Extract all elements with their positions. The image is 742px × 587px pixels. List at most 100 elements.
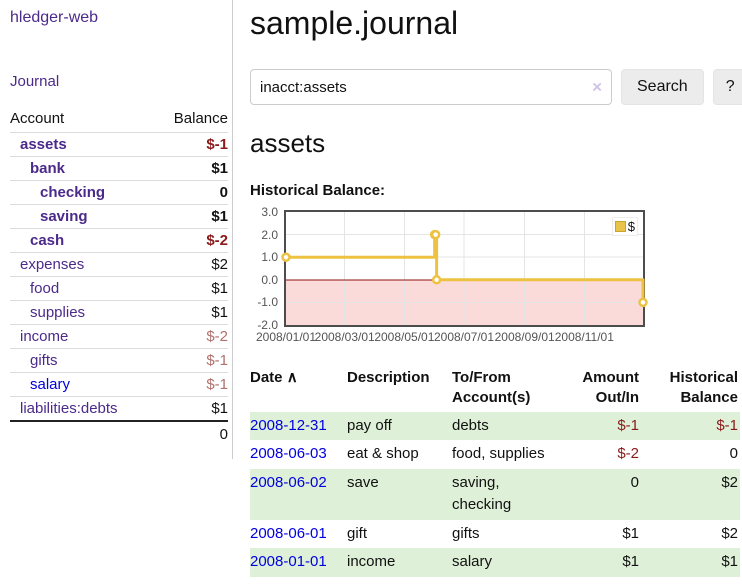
account-balance: $1 (154, 396, 228, 421)
y-tick-label: 0.0 (261, 272, 278, 287)
transaction-date-link[interactable]: 2008-06-03 (250, 445, 327, 463)
account-row: expenses $2 (10, 252, 228, 277)
account-link-expenses[interactable]: expenses (20, 256, 85, 273)
brand-link[interactable]: hledger-web (10, 9, 99, 26)
account-row: saving $1 (10, 204, 228, 229)
cell-accounts: debts (452, 416, 489, 434)
clear-search-icon[interactable]: × (592, 77, 602, 97)
accounts-total-value: 0 (154, 420, 228, 447)
sidebar-item-journal[interactable]: Journal (10, 73, 60, 90)
register-row: 2008-01-01 income salary $1 $1 (250, 548, 740, 577)
transaction-date-link[interactable]: 2008-12-31 (250, 416, 327, 434)
account-cell: assets (10, 132, 155, 157)
register-row: 2008-06-03 eat & shop food, supplies $-2 0 (250, 440, 740, 469)
search-button[interactable]: Search (621, 69, 704, 105)
account-row: salary $-1 (10, 372, 228, 397)
account-link-liabilities-debts[interactable]: liabilities:debts (20, 400, 118, 417)
account-balance: $1 (154, 204, 228, 229)
account-cell: income (10, 324, 155, 349)
cell-date: 2008-06-03 (250, 440, 347, 469)
account-cell: bank (10, 156, 155, 181)
header-label: Historical Balance (669, 369, 738, 407)
chart-plot-area: $ (281, 210, 648, 327)
chart-plot-wrap: $ 2008/01/01 2008/03/01 2008/05/01 2008/07/… (256, 210, 648, 344)
register-header-description: Description (347, 365, 452, 412)
transaction-date-link[interactable]: 2008-01-01 (250, 553, 327, 571)
account-cell: expenses (10, 252, 155, 277)
y-tick-label: -2.0 (257, 318, 278, 332)
account-link-supplies[interactable]: supplies (30, 304, 86, 321)
register-header-amount: Amount Out/In (562, 365, 647, 412)
cell-date: 2008-12-31 (250, 412, 347, 441)
register-header-accounts: To/From Account(s) (452, 365, 562, 412)
accounts-total-spacer (10, 420, 155, 447)
account-cell: salary (10, 372, 155, 397)
account-row: food $1 (10, 276, 228, 301)
x-tick-label: 2008/05/01 (374, 330, 435, 344)
x-tick-label: 2008/03/01 (314, 330, 375, 344)
account-balance: $1 (154, 156, 228, 181)
main-content: sample.journal × Search ? assets Histori… (233, 0, 742, 587)
sort-asc-icon: ∧ (286, 369, 298, 386)
x-tick-label: 2008/07/01 (433, 330, 495, 344)
accounts-header-row: Account Balance (10, 107, 228, 133)
cell-amount: 0 (630, 474, 639, 491)
account-link-checking[interactable]: checking (40, 184, 106, 201)
cell-accounts: gifts (452, 524, 480, 542)
account-balance: $-2 (154, 228, 228, 253)
account-balance: $-1 (154, 132, 228, 157)
legend-label: $ (627, 219, 635, 234)
x-tick-label: 2008/01/01 (255, 330, 317, 344)
account-link-bank[interactable]: bank (30, 160, 66, 177)
register-header-row: Date ∧ Description To/From Account(s) Amoun… (250, 365, 740, 412)
transaction-date-link[interactable]: 2008-06-02 (250, 474, 327, 491)
account-row: bank $1 (10, 156, 228, 181)
cell-description: income (347, 553, 396, 571)
account-balance: $1 (154, 276, 228, 301)
register-row: 2008-06-02 save saving, checking 0 $2 (250, 469, 740, 520)
account-cell: saving (10, 204, 155, 229)
account-cell: supplies (10, 300, 155, 325)
account-link-cash[interactable]: cash (30, 232, 65, 249)
y-tick-label: -1.0 (257, 295, 278, 310)
header-label: Description (347, 369, 430, 386)
help-button[interactable]: ? (712, 69, 742, 105)
account-link-income[interactable]: income (20, 328, 69, 345)
header-label: Date (250, 369, 283, 386)
register-table: Date ∧ Description To/From Account(s) Amoun… (250, 365, 740, 577)
x-tick-label: 2008/09/01 (494, 330, 555, 344)
cell-amount: $1 (622, 524, 639, 542)
register-row: 2008-06-01 gift gifts $1 $2 (250, 520, 740, 549)
account-row: income $-2 (10, 324, 228, 349)
transaction-date-link[interactable]: 2008-06-01 (250, 524, 327, 542)
account-link-food[interactable]: food (30, 280, 60, 297)
cell-accounts: salary (452, 553, 493, 571)
account-row: gifts $-1 (10, 348, 228, 373)
cell-accounts: saving, checking (452, 474, 512, 513)
account-row: assets $-1 (10, 132, 228, 157)
account-balance: $-1 (154, 348, 228, 373)
account-cell: cash (10, 228, 155, 253)
cell-amount: $-1 (617, 416, 639, 434)
account-link-gifts[interactable]: gifts (30, 352, 58, 369)
account-row: cash $-2 (10, 228, 228, 253)
account-cell: checking (10, 180, 155, 205)
account-link-assets[interactable]: assets (20, 136, 67, 153)
account-cell: gifts (10, 348, 155, 373)
cell-amount: $1 (622, 553, 639, 571)
register-header-date[interactable]: Date ∧ (250, 365, 347, 412)
account-link-saving[interactable]: saving (40, 208, 88, 225)
account-balance: 0 (154, 180, 228, 205)
register-row: 2008-12-31 pay off debts $-1 $-1 (250, 411, 740, 441)
header-label: To/From Account(s) (452, 369, 531, 407)
account-link-salary[interactable]: salary (30, 376, 71, 393)
accounts-header-balance: Balance (173, 110, 228, 127)
account-cell: food (10, 276, 155, 301)
sidebar: hledger-web Journal Account Balance asse… (0, 0, 233, 459)
search-input[interactable] (250, 69, 612, 105)
account-cell: liabilities:debts (10, 396, 155, 421)
account-balance: $-1 (154, 372, 228, 397)
chart-x-labels: 2008/01/01 2008/03/01 2008/05/01 2008/07/01… (256, 327, 641, 344)
balance-chart: 3.0 2.0 1.0 0.0 -1.0 -2.0 $ 2008/01/01 2008/03… (250, 205, 742, 344)
cell-amount: $-2 (617, 445, 639, 463)
